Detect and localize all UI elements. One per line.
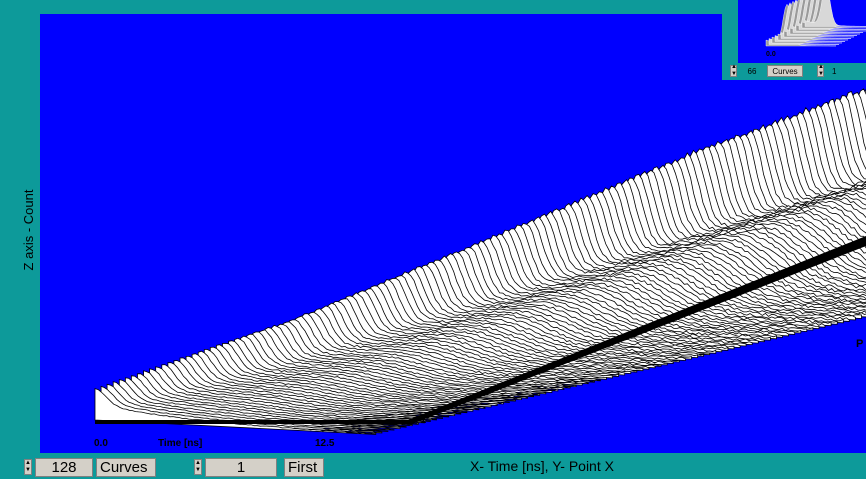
spin-up-icon: ▲ [25, 460, 31, 466]
y-edge-label: P [856, 338, 864, 350]
inset-curves-spinner[interactable]: ▲ ▼ [730, 64, 737, 77]
first-button[interactable]: First [284, 457, 324, 477]
spin-up-icon: ▲ [195, 460, 201, 466]
plot-area[interactable]: 0.0 Time [ns] 12.5 1 P [40, 14, 866, 453]
spin-down-icon: ▼ [818, 71, 824, 77]
inset-first-spinner[interactable]: ▲ ▼ [817, 64, 824, 77]
spin-up-icon: ▲ [731, 64, 737, 70]
inset-curves [765, 0, 866, 47]
spin-down-icon: ▼ [25, 467, 31, 473]
x-tick-start: 0.0 [94, 438, 108, 449]
first-spinner[interactable]: ▲ ▼ [194, 459, 202, 475]
spin-up-icon: ▲ [818, 64, 824, 70]
y-tick-label: 1 [420, 414, 427, 426]
spin-down-icon: ▼ [195, 467, 201, 473]
surface-curves [94, 88, 866, 435]
inset-surface [765, 0, 866, 47]
inset-curves-label: Curves [767, 65, 803, 77]
spin-down-icon: ▼ [731, 71, 737, 77]
surface-plot [94, 88, 866, 435]
x-tick-end: 12.5 [315, 438, 335, 449]
z-axis-label: Z axis - Count [21, 189, 36, 271]
x-axis-label: Time [ns] [158, 438, 203, 449]
curves-count-field[interactable]: 128 [35, 457, 93, 477]
inset-curve [804, 0, 866, 27]
curves-spinner[interactable]: ▲ ▼ [24, 459, 32, 475]
inset-first-value[interactable]: 1 [824, 65, 864, 77]
inset-panel: 0.0 ▲ ▼ 66 Curves ▲ ▼ 1 [722, 0, 866, 80]
inset-curves-count[interactable]: 66 [737, 65, 767, 77]
axes-description: X- Time [ns], Y- Point X [470, 458, 614, 474]
first-value-field[interactable]: 1 [205, 457, 277, 477]
inset-x-tick: 0.0 [766, 51, 776, 58]
inset-plot[interactable]: 0.0 [738, 0, 866, 63]
curves-button[interactable]: Curves [96, 457, 156, 477]
